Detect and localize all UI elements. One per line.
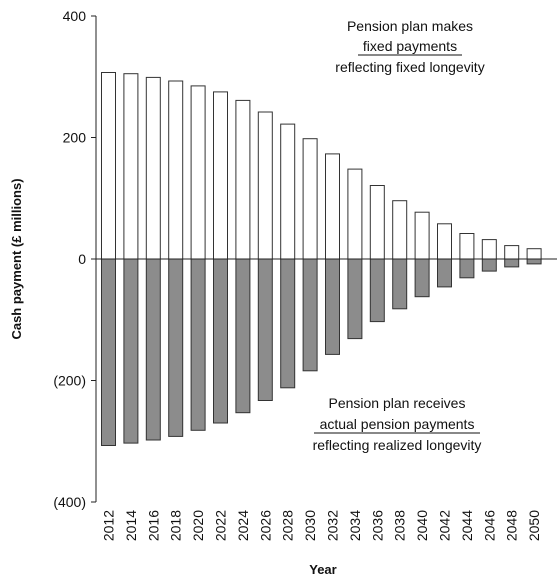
annotation-line: reflecting realized longevity bbox=[313, 437, 482, 453]
bar-fixed-payment bbox=[459, 233, 475, 260]
bar-fixed-payment bbox=[145, 76, 161, 260]
bar-actual-payment bbox=[257, 258, 273, 401]
x-tick-label: 2036 bbox=[369, 510, 385, 541]
annotation-line: Pension plan receives bbox=[329, 395, 466, 411]
y-axis-ticks: 400 200 0 (200) (400) bbox=[53, 8, 96, 510]
x-tick-label: 2040 bbox=[414, 510, 430, 541]
bar-fixed-payment bbox=[325, 153, 340, 260]
bar-fixed-payment bbox=[481, 239, 497, 260]
y-axis-title: Cash payment (£ millions) bbox=[9, 178, 24, 339]
y-tick-label: (400) bbox=[53, 494, 86, 510]
bar-fixed-payment bbox=[257, 111, 273, 260]
bar-fixed-payment bbox=[437, 223, 452, 260]
x-tick-label: 2028 bbox=[280, 510, 296, 541]
x-tick-label: 2024 bbox=[235, 510, 251, 541]
annotation-line: Pension plan makes bbox=[347, 18, 473, 34]
x-tick-label: 2012 bbox=[101, 510, 117, 541]
bar-actual-payment bbox=[481, 258, 497, 272]
x-tick-label: 2042 bbox=[437, 510, 453, 541]
x-tick-label: 2014 bbox=[123, 510, 139, 541]
actual-payments-annotation: Pension plan receives actual pension pay… bbox=[313, 395, 482, 453]
bar-actual-payment bbox=[437, 258, 452, 288]
bar-actual-payment bbox=[280, 258, 296, 389]
bar-actual-payment bbox=[101, 258, 116, 446]
x-tick-label: 2046 bbox=[481, 510, 497, 541]
bar-fixed-payment bbox=[302, 138, 318, 260]
bar-actual-payment bbox=[414, 258, 430, 298]
x-tick-label: 2038 bbox=[392, 510, 408, 541]
x-tick-label: 2048 bbox=[504, 510, 520, 541]
bar-actual-payment bbox=[325, 258, 340, 355]
bar-actual-payment bbox=[168, 258, 184, 437]
bar-actual-payment bbox=[459, 258, 475, 279]
x-tick-label: 2016 bbox=[145, 510, 161, 541]
bar-fixed-payment bbox=[190, 85, 206, 260]
bar-actual-payment bbox=[347, 258, 363, 340]
bar-fixed-payment bbox=[526, 248, 542, 260]
bar-fixed-payment bbox=[369, 185, 385, 260]
x-tick-label: 2026 bbox=[257, 510, 273, 541]
x-tick-label: 2018 bbox=[168, 510, 184, 541]
y-tick-label: (200) bbox=[53, 373, 86, 389]
x-axis-tick-labels: 2012 2014 2016 2018 2020 2022 2024 2026 2028 2030… bbox=[101, 510, 543, 541]
bar-actual-payment bbox=[190, 258, 206, 431]
bar-fixed-payment bbox=[504, 245, 520, 260]
x-tick-label: 2034 bbox=[347, 510, 363, 541]
bar-fixed-payment bbox=[414, 211, 430, 260]
bar-actual-payment bbox=[213, 258, 228, 424]
bar-fixed-payment bbox=[347, 168, 363, 260]
fixed-payments-annotation: Pension plan makes fixed payments reflec… bbox=[335, 18, 484, 75]
bar-fixed-payment bbox=[235, 99, 251, 260]
bar-fixed-payment bbox=[123, 73, 139, 260]
x-tick-label: 2044 bbox=[459, 510, 475, 541]
bar-actual-payment bbox=[302, 258, 318, 372]
y-tick-label: 200 bbox=[63, 130, 87, 146]
x-tick-label: 2050 bbox=[526, 510, 542, 541]
bar-fixed-payment bbox=[168, 80, 184, 260]
y-tick-label: 400 bbox=[63, 8, 87, 24]
bar-fixed-payment bbox=[280, 123, 296, 260]
x-tick-label: 2030 bbox=[302, 510, 318, 541]
x-tick-label: 2022 bbox=[213, 510, 229, 541]
bar-actual-payment bbox=[235, 258, 251, 414]
x-axis-title: Year bbox=[309, 562, 336, 577]
bar-fixed-payment bbox=[101, 72, 116, 260]
bar-fixed-payment bbox=[213, 91, 228, 260]
bar-actual-payment bbox=[392, 258, 408, 310]
actual-payments-bars bbox=[101, 258, 542, 446]
fixed-payments-bars bbox=[101, 72, 542, 260]
bar-actual-payment bbox=[123, 258, 139, 444]
bar-actual-payment bbox=[526, 258, 542, 265]
bar-fixed-payment bbox=[392, 200, 408, 260]
y-tick-label: 0 bbox=[78, 251, 86, 267]
x-tick-label: 2032 bbox=[325, 510, 341, 541]
annotation-line: reflecting fixed longevity bbox=[335, 59, 484, 75]
annotation-line: actual pension payments bbox=[320, 416, 475, 432]
x-tick-label: 2020 bbox=[190, 510, 206, 541]
bar-actual-payment bbox=[369, 258, 385, 323]
bar-actual-payment bbox=[504, 258, 520, 268]
bar-actual-payment bbox=[145, 258, 161, 441]
annotation-line: fixed payments bbox=[363, 38, 457, 54]
